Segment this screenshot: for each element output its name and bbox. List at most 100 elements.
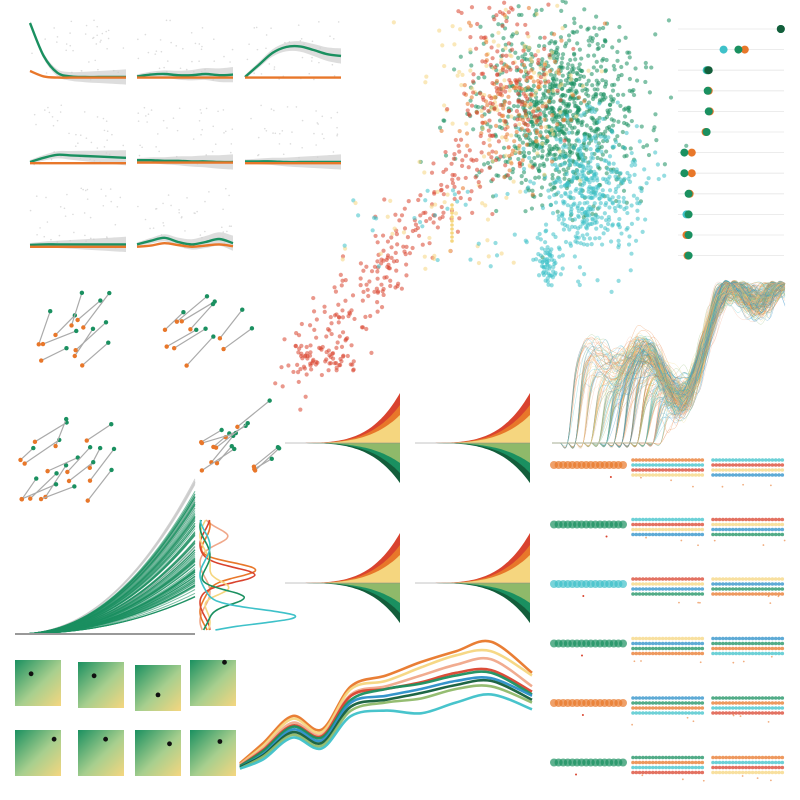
embedding-point xyxy=(514,133,519,138)
strip-dot xyxy=(711,468,715,472)
strip-dot xyxy=(651,636,655,641)
embedding-point xyxy=(599,69,604,74)
embedding-point xyxy=(519,126,524,131)
embedding-point xyxy=(507,88,512,93)
strip-dot xyxy=(744,636,748,641)
paired-slope xyxy=(18,290,282,503)
embedding-point xyxy=(577,62,582,67)
strip-dot xyxy=(750,468,755,472)
strip-dot xyxy=(664,636,668,641)
slope-segment xyxy=(210,435,234,463)
embedding-point xyxy=(478,184,483,189)
embedding-point xyxy=(375,309,380,314)
embedding-point xyxy=(558,105,563,110)
embedding-point xyxy=(450,177,455,182)
embedding-point xyxy=(450,215,454,219)
embedding-point xyxy=(312,327,317,332)
strip-dot xyxy=(711,463,715,467)
embedding-point xyxy=(509,34,514,39)
strip-dot xyxy=(773,473,778,477)
slope-start-point xyxy=(38,496,44,502)
trend-background-point xyxy=(315,110,317,112)
embedding-point xyxy=(523,94,528,99)
trend-background-point xyxy=(313,132,315,135)
trend-background-point xyxy=(137,120,140,122)
trend-background-point xyxy=(198,60,200,62)
trend-background-point xyxy=(295,106,298,108)
strip-dot xyxy=(767,636,771,641)
strip-dot xyxy=(644,706,648,710)
strip-dot xyxy=(644,636,648,641)
trend-background-point xyxy=(222,109,225,111)
embedding-point xyxy=(361,268,366,273)
slope-segment xyxy=(201,432,237,444)
strip-dot xyxy=(667,770,672,775)
strip-dot xyxy=(760,765,765,770)
strip-dot xyxy=(674,527,678,532)
embedding-point xyxy=(587,204,592,209)
trend-background-point xyxy=(96,116,99,118)
strip-dot xyxy=(634,651,639,656)
slope-start-point xyxy=(162,327,168,333)
strip-dot xyxy=(717,651,722,656)
strip-dot xyxy=(780,706,785,710)
trend-background-point xyxy=(96,25,99,28)
trajectory-line xyxy=(552,287,786,446)
trend-background-point xyxy=(336,133,339,136)
embedding-point xyxy=(625,210,630,216)
strip-dot xyxy=(644,473,648,477)
embedding-point xyxy=(490,81,495,86)
trend-background-point xyxy=(223,132,225,134)
strip-dot xyxy=(721,755,725,760)
strip-outlier xyxy=(582,595,585,597)
embedding-point xyxy=(499,125,505,131)
strip-outlier xyxy=(741,775,744,777)
strip-outlier xyxy=(697,544,699,547)
strip-dot xyxy=(764,765,768,770)
trend-background-point xyxy=(230,143,233,145)
embedding-point xyxy=(593,139,598,144)
strip-dot xyxy=(687,458,691,462)
stream-facet xyxy=(285,393,400,483)
trajectory-line xyxy=(552,281,786,448)
embedding-point xyxy=(605,108,610,113)
strip-dot xyxy=(634,696,639,700)
strip-outlier xyxy=(692,720,695,723)
embedding-point xyxy=(519,102,524,107)
strip-dot xyxy=(727,636,732,641)
embedding-point xyxy=(536,49,541,54)
embedding-point xyxy=(629,163,634,168)
vertical-densities xyxy=(199,519,297,631)
embedding-point xyxy=(469,5,475,10)
strip-dot xyxy=(680,755,685,760)
embedding-point xyxy=(588,35,593,40)
trend-background-point xyxy=(66,193,68,196)
strip-outlier xyxy=(645,536,647,539)
strip-dot xyxy=(657,641,662,646)
embedding-point xyxy=(521,154,526,159)
embedding-point xyxy=(478,133,483,139)
slope-segment xyxy=(21,483,57,500)
strip-dot xyxy=(684,587,688,591)
strip-dot xyxy=(740,651,745,656)
embedding-point xyxy=(481,97,486,102)
embedding-point xyxy=(330,351,336,356)
embedding-point xyxy=(507,168,512,173)
embedding-point xyxy=(465,143,470,148)
embedding-point xyxy=(568,241,573,246)
strip-dot xyxy=(657,651,662,656)
trend-background-point xyxy=(282,153,285,156)
strip-dot xyxy=(717,711,722,715)
strip-dot xyxy=(641,646,645,651)
embedding-point xyxy=(523,100,528,106)
embedding-point xyxy=(535,60,541,66)
embedding-point xyxy=(585,242,590,247)
strip-dot xyxy=(670,582,675,586)
embedding-point xyxy=(572,254,577,259)
strip-dot xyxy=(777,468,781,472)
trend-facet xyxy=(136,187,234,251)
slope-start-point xyxy=(36,342,41,347)
trajectory-line xyxy=(552,281,786,448)
strip-dot xyxy=(744,696,748,700)
strip-dot xyxy=(731,651,735,656)
